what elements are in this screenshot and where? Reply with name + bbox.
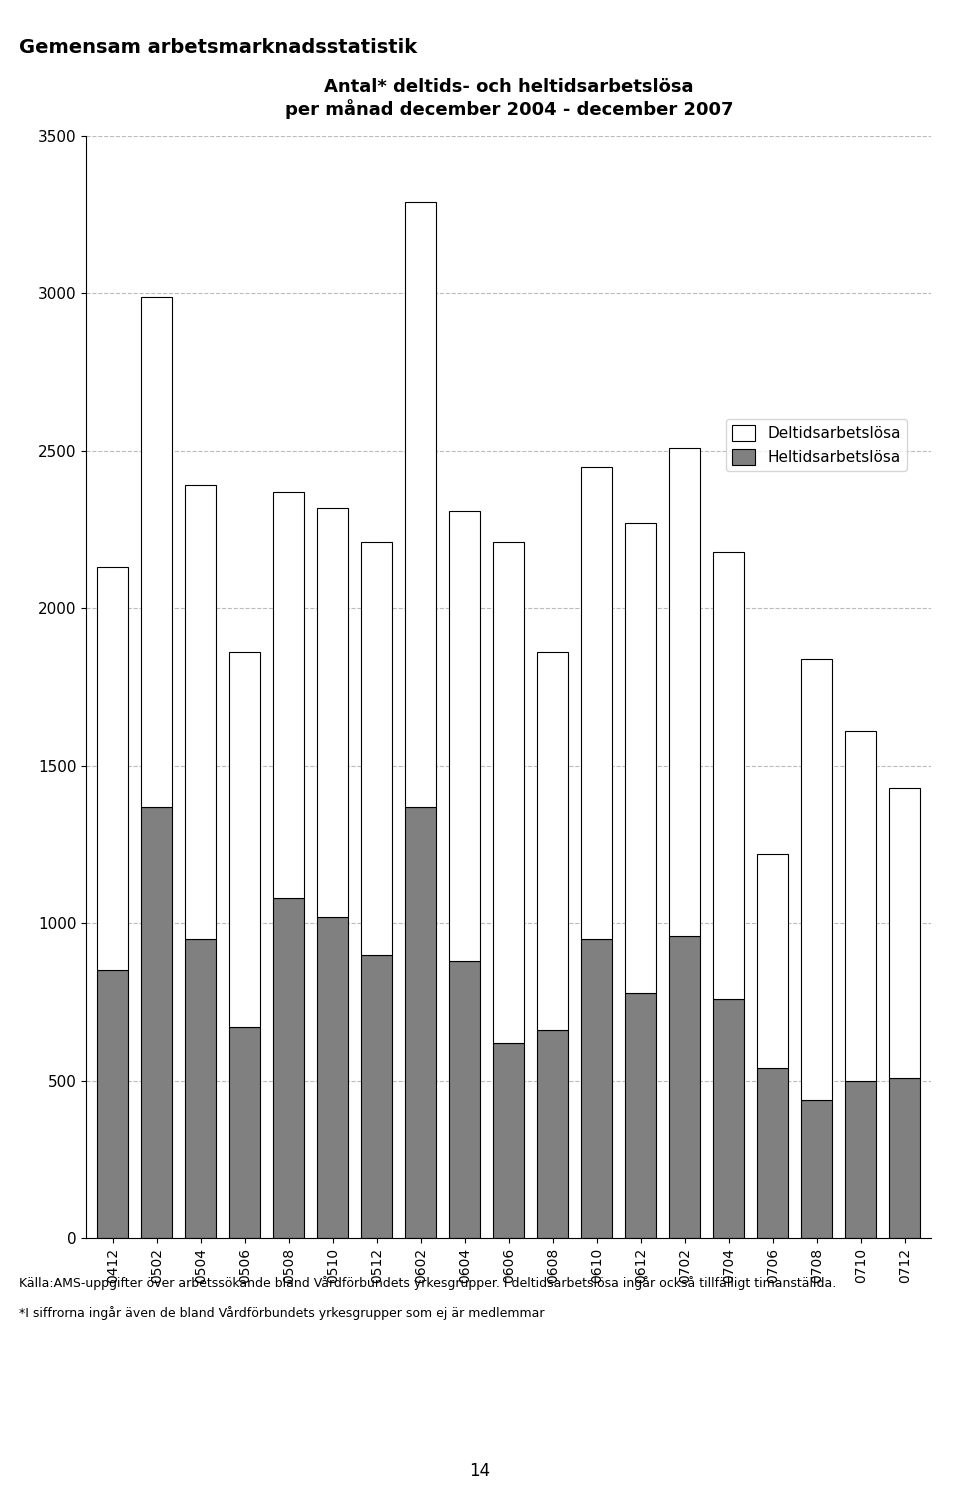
Bar [625,992,657,1238]
Bar [889,1078,921,1238]
Bar [846,731,876,1081]
Bar [582,939,612,1238]
Bar [582,467,612,939]
Bar [229,1027,260,1238]
Bar [318,917,348,1238]
Bar [229,652,260,1027]
Bar [538,1030,568,1238]
Bar [802,1099,832,1238]
Bar [713,998,744,1238]
Bar [669,447,700,936]
Bar [493,542,524,1043]
Bar [185,939,216,1238]
Bar [449,960,480,1238]
Bar [757,855,788,1068]
Bar [802,658,832,1099]
Bar [185,486,216,939]
Bar [361,542,393,954]
Title: Antal* deltids- och heltidsarbetslösa
per månad december 2004 - december 2007: Antal* deltids- och heltidsarbetslösa pe… [284,79,733,119]
Legend: Deltidsarbetslösa, Heltidsarbetslösa: Deltidsarbetslösa, Heltidsarbetslösa [726,420,906,471]
Text: 14: 14 [469,1462,491,1480]
Bar [449,510,480,960]
Bar [141,806,172,1238]
Bar [97,568,129,971]
Text: Gemensam arbetsmarknadsstatistik: Gemensam arbetsmarknadsstatistik [19,38,418,57]
Bar [318,507,348,917]
Text: *I siffrorna ingår även de bland Vårdförbundets yrkesgrupper som ej är medlemmar: *I siffrorna ingår även de bland Vårdför… [19,1306,544,1320]
Bar [669,936,700,1238]
Bar [757,1068,788,1238]
Bar [361,954,393,1238]
Bar [405,806,436,1238]
Bar [97,971,129,1238]
Bar [538,652,568,1030]
Bar [625,524,657,992]
Bar [274,898,304,1238]
Bar [846,1081,876,1238]
Bar [141,296,172,806]
Text: Källa:AMS-uppgifter över arbetssökande bland Vårdförbundets yrkesgrupper. I delt: Källa:AMS-uppgifter över arbetssökande b… [19,1276,836,1290]
Bar [713,551,744,998]
Bar [493,1043,524,1238]
Bar [405,202,436,806]
Bar [889,788,921,1078]
Bar [274,492,304,898]
